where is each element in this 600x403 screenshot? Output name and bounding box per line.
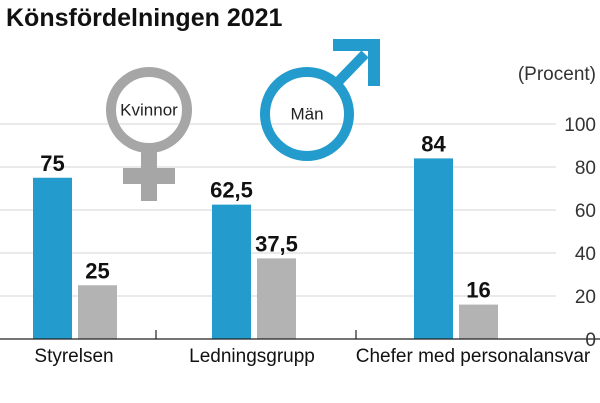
y-tick-label: 0 <box>585 330 596 351</box>
data-label: 75 <box>40 151 64 176</box>
y-tick-label: 60 <box>575 201 596 222</box>
category-labels: Styrelsen Ledningsgrupp Chefer med persona… <box>34 346 590 367</box>
gridlines <box>0 123 556 297</box>
bar-man <box>33 177 72 339</box>
bar-kvinnor <box>78 285 117 339</box>
category-label: Ledningsgrupp <box>189 346 315 367</box>
x-axis-ticks <box>155 330 357 339</box>
male-legend-label: Män <box>290 104 323 123</box>
bar-man <box>414 158 453 339</box>
mars-symbol-icon: Män <box>260 39 380 161</box>
y-tick-labels: 0 20 40 60 80 100 <box>564 115 596 351</box>
category-label: Styrelsen <box>34 346 113 367</box>
chart-title: Könsfördelningen 2021 <box>6 4 283 32</box>
data-label: 62,5 <box>210 178 253 203</box>
y-axis-label: (Procent) <box>518 64 596 85</box>
y-tick-label: 40 <box>575 244 596 265</box>
y-tick-label: 20 <box>575 287 596 308</box>
y-tick-label: 100 <box>564 115 596 136</box>
data-label: 25 <box>85 258 109 283</box>
bar-man <box>212 204 251 339</box>
data-label: 84 <box>421 131 446 156</box>
bars <box>33 158 498 339</box>
y-tick-label: 80 <box>575 158 596 179</box>
bar-kvinnor <box>257 258 296 339</box>
data-labels: 75 25 62,5 37,5 84 16 <box>40 131 490 302</box>
category-label: Chefer med personalansvar <box>356 346 591 367</box>
data-label: 16 <box>466 278 490 303</box>
venus-symbol-icon: Kvinnor <box>106 67 192 201</box>
female-legend-label: Kvinnor <box>120 100 178 119</box>
bar-kvinnor <box>459 304 498 339</box>
data-label: 37,5 <box>255 231 298 256</box>
